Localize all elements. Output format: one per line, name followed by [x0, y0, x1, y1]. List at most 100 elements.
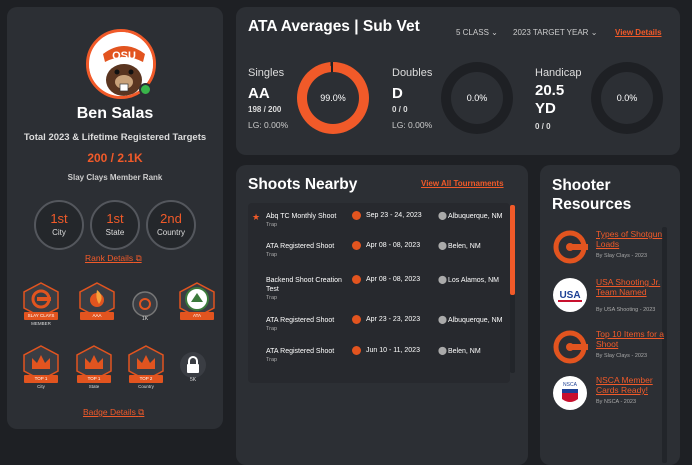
clock-icon: [352, 315, 361, 324]
resource-title[interactable]: Top 10 Items for a Shoot: [596, 329, 665, 349]
view-all-tournaments-link[interactable]: View All Tournaments: [421, 179, 504, 188]
shoot-location: Belen, NM: [448, 348, 481, 355]
rank-details-link[interactable]: Rank Details ⧉: [85, 253, 142, 263]
badge-ata[interactable]: ATA: [177, 282, 217, 324]
stat-score: 198 / 200: [248, 105, 282, 114]
badge-top1-city[interactable]: TOP 1 City: [21, 345, 61, 389]
badge-slay-clays-member[interactable]: SLAY CLAYS MEMBER: [21, 282, 61, 326]
badge-top2-country[interactable]: TOP 2 Country: [126, 345, 166, 389]
resource-byline: By NSCA - 2023: [596, 399, 637, 405]
location-pin-icon: ⬤: [438, 315, 447, 324]
profile-card: OSU Ben Salas Total 2023 & Lifetime Regi…: [7, 7, 223, 429]
stat-grade: AA: [248, 85, 270, 102]
badge-aaa[interactable]: AAA: [77, 282, 117, 324]
total-targets-count: 200 / 2.1K: [87, 151, 143, 165]
online-status-indicator: [139, 83, 152, 96]
badge-1k[interactable]: 1K: [127, 289, 163, 331]
rank-country: 2nd Country: [146, 200, 196, 250]
rank-label: City: [52, 228, 66, 237]
target-badge-icon: [132, 291, 158, 317]
shoot-location: Albuquerque, NM: [448, 213, 503, 220]
year-select[interactable]: 2023 TARGET YEAR ⌄: [513, 28, 598, 37]
badge-5k-locked[interactable]: 5K: [177, 350, 209, 392]
stat-lg: LG: 0.00%: [248, 120, 289, 130]
badge-details-link[interactable]: Badge Details ⧉: [83, 407, 145, 417]
shoot-row[interactable]: ATA Registered Shoot Trap Apr 23 - 23, 202…: [236, 315, 506, 346]
clock-icon: [352, 346, 361, 355]
shoot-row[interactable]: ATA Registered Shoot Trap Apr 08 - 08, 202…: [236, 241, 506, 272]
hexagon-badge-icon: [23, 282, 59, 318]
resource-item[interactable]: Types of Shotgun Loads By Slay Clays - 20…: [552, 229, 672, 269]
stat-heading: Handicap: [535, 67, 582, 79]
slay-clays-logo-icon: [553, 230, 588, 264]
shoot-list-scrollbar[interactable]: [510, 205, 515, 373]
resource-title[interactable]: Types of Shotgun Loads: [596, 229, 663, 249]
resource-item[interactable]: USA USA Shooting Jr. Team Named By USA Sho…: [552, 277, 672, 317]
nsca-logo-icon: NSCA: [553, 376, 587, 410]
external-link-icon: ⧉: [135, 253, 142, 263]
external-link-icon: ⧉: [138, 407, 145, 417]
resource-item[interactable]: NSCA NSCA Member Cards Ready! By NSCA - 20…: [552, 375, 672, 415]
stat-percent: 0.0%: [451, 72, 503, 124]
stat-lg: LG: 0.00%: [392, 120, 433, 130]
shoots-nearby-card: Shoots Nearby View All Tournaments ★ Abq …: [236, 165, 528, 465]
chevron-down-icon: ⌄: [590, 28, 598, 37]
resource-byline: By Slay Clays - 2023: [596, 353, 648, 359]
shoot-type: Trap: [266, 357, 278, 363]
member-rank-label: Slay Clays Member Rank: [67, 173, 163, 182]
resource-title[interactable]: NSCA Member Cards Ready!: [596, 375, 653, 395]
ata-title: ATA Averages | Sub Vet: [248, 18, 420, 35]
resource-item[interactable]: Top 10 Items for a Shoot By Slay Clays - …: [552, 329, 672, 369]
resource-byline: By Slay Clays - 2023: [596, 253, 648, 259]
shoot-location: Albuquerque, NM: [448, 317, 503, 324]
stat-ring: 0.0%: [591, 62, 663, 134]
resources-title: Shooter Resources: [552, 177, 632, 213]
svg-text:OSU: OSU: [112, 50, 136, 62]
rank-label: Country: [156, 228, 185, 237]
shoot-name: ATA Registered Shoot: [266, 348, 335, 355]
profile-name: Ben Salas: [76, 105, 154, 122]
badge-top1-state[interactable]: TOP 1 State: [74, 345, 114, 389]
stat-ring: 99.0%: [297, 62, 369, 134]
shoot-date: Apr 08 - 08, 2023: [366, 242, 421, 249]
stat-percent: 99.0%: [307, 72, 359, 124]
stat-ring: 0.0%: [441, 62, 513, 134]
slay-clays-logo-icon: [553, 330, 588, 364]
lock-icon: [180, 352, 206, 378]
shoot-date: Apr 08 - 08, 2023: [366, 276, 421, 283]
view-details-link[interactable]: View Details: [615, 28, 662, 37]
stat-score: 0 / 0: [392, 105, 408, 114]
rank-state: 1st State: [90, 200, 140, 250]
stat-percent: 0.0%: [601, 72, 653, 124]
shoot-location: Los Alamos, NM: [448, 277, 499, 284]
clock-icon: [352, 275, 361, 284]
resource-title[interactable]: USA Shooting Jr. Team Named: [596, 277, 661, 297]
svg-text:USA: USA: [559, 290, 580, 301]
avatar[interactable]: OSU: [86, 29, 156, 99]
shoots-title: Shoots Nearby: [248, 176, 358, 193]
shoot-type: Trap: [266, 326, 278, 332]
shoot-row[interactable]: ★ Abq TC Monthly Shoot Trap Sep 23 - 24, 20…: [236, 211, 506, 242]
clock-icon: [352, 211, 361, 220]
stat-heading: Doubles: [392, 67, 433, 79]
shoot-location: Belen, NM: [448, 243, 481, 250]
scrollbar-thumb[interactable]: [510, 205, 515, 295]
resources-scrollbar[interactable]: [662, 227, 667, 463]
ata-averages-card: ATA Averages | Sub Vet 5 CLASS ⌄ 2023 TA…: [236, 7, 680, 155]
shoot-row[interactable]: Backend Shoot Creation Test Trap Apr 08 - …: [236, 275, 506, 306]
class-select[interactable]: 5 CLASS ⌄: [456, 28, 498, 37]
star-icon[interactable]: ★: [252, 212, 261, 222]
location-pin-icon: ⬤: [438, 211, 447, 220]
rank-value: 1st: [106, 211, 124, 226]
shoot-date: Jun 10 - 11, 2023: [366, 347, 420, 354]
stat-grade: 20.5: [535, 82, 565, 99]
stat-grade: D: [392, 85, 403, 102]
shoot-list: [248, 203, 510, 383]
shoot-date: Apr 23 - 23, 2023: [366, 316, 421, 323]
location-pin-icon: ⬤: [438, 241, 447, 250]
shoot-name: Backend Shoot Creation Test: [266, 277, 342, 293]
shoot-type: Trap: [266, 295, 278, 301]
shoot-row[interactable]: ATA Registered Shoot Trap Jun 10 - 11, 202…: [236, 346, 506, 377]
location-pin-icon: ⬤: [438, 346, 447, 355]
ata-badge-icon: [179, 282, 215, 318]
